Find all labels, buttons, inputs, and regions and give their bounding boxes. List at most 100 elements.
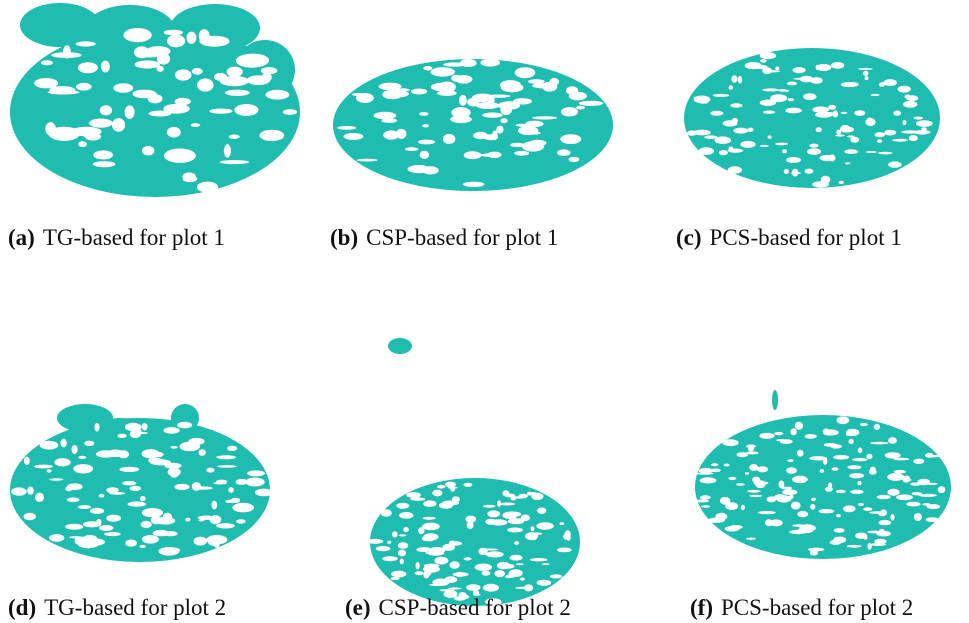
cloud-gap	[112, 118, 125, 132]
cloud-gap	[906, 502, 920, 507]
cloud-gap	[844, 149, 858, 154]
cloud-gap	[211, 501, 217, 510]
cloud-gap	[405, 147, 418, 151]
cloud-gap	[760, 59, 767, 63]
cloud-gap	[831, 62, 844, 69]
cloud-gap	[749, 495, 762, 497]
cloud-gap	[41, 60, 53, 65]
cloud-gap	[797, 450, 804, 457]
cloud-gap	[841, 112, 848, 114]
cloud-gap	[188, 438, 204, 445]
cloud-gap	[760, 52, 776, 59]
cloud-gap	[94, 423, 99, 432]
cloud-gap	[757, 466, 768, 472]
cloud-gap	[906, 95, 918, 101]
cloud-gap	[475, 564, 492, 571]
cloud-gap	[78, 456, 86, 459]
cloud-gap	[93, 150, 113, 159]
cloud-gap	[870, 543, 886, 546]
cloud-gap	[464, 557, 472, 560]
cloud-gap	[236, 519, 246, 523]
cloud-gap	[419, 112, 429, 116]
cloud-gap	[914, 117, 924, 120]
cloud-gap	[557, 548, 572, 553]
panel-caption: PCS-based for plot 2	[721, 595, 913, 620]
cloud-gap	[728, 166, 742, 174]
cloud-gap	[142, 535, 159, 544]
cloud-gap	[125, 540, 137, 547]
cloud-gap	[782, 489, 797, 495]
cloud-gap	[888, 161, 901, 167]
cloud-gap	[242, 508, 250, 512]
cloud-gap	[108, 488, 113, 494]
cloud-gap	[216, 523, 235, 528]
cloud-gap	[863, 507, 872, 511]
cloud-gap	[123, 28, 151, 42]
cloud-gap	[725, 526, 740, 531]
cloud-gap	[847, 135, 854, 137]
cloud-gap	[119, 467, 139, 472]
cloud-gap	[392, 531, 398, 537]
cloud-gap	[516, 563, 524, 565]
cloud-gap	[867, 531, 880, 534]
cloud-gap	[699, 147, 714, 155]
cloud-gap	[530, 558, 547, 561]
cloud-gap	[812, 106, 829, 112]
cloud-gap	[550, 574, 563, 578]
cloud-gap	[76, 83, 92, 91]
cloud-gap	[482, 112, 503, 117]
cloud-gap	[494, 511, 498, 517]
cloud-gap	[177, 422, 192, 429]
cloud-gap	[875, 132, 886, 137]
cloud-gap	[382, 90, 402, 99]
cloud-gap	[823, 457, 828, 464]
cloud-gap	[220, 160, 250, 164]
cloud-gap	[445, 483, 453, 486]
cloud-gap	[187, 32, 197, 44]
cloud-gap	[890, 514, 894, 521]
cloud-gap	[113, 83, 133, 93]
cloud-gap	[167, 35, 185, 48]
cloud-gap	[352, 93, 364, 96]
cloud-gap	[878, 520, 891, 525]
cloud-gap	[797, 511, 808, 517]
cloud-gap	[710, 111, 723, 116]
cloud-gap	[795, 422, 803, 430]
cloud-gap	[722, 439, 738, 446]
cloud-gap	[455, 75, 473, 84]
panel-caption: CSP-based for plot 2	[379, 595, 571, 620]
cloud-gap	[532, 116, 557, 119]
cloud-gap	[163, 547, 181, 552]
cloud-gap	[816, 127, 822, 132]
cloud-gap	[34, 78, 58, 88]
cloud-gap	[432, 490, 442, 497]
cloud-gap	[560, 522, 565, 525]
cloud-gap	[804, 169, 813, 174]
cloud-gap	[487, 152, 501, 158]
caption: (e)CSP-based for plot 2	[345, 595, 571, 620]
cloud-gap	[836, 514, 841, 517]
point-cloud	[695, 415, 951, 559]
cloud-gap	[460, 59, 477, 67]
cloud-gap	[89, 119, 113, 128]
cloud-gap	[148, 94, 163, 103]
cloud-gap	[865, 118, 875, 126]
cloud-gap	[736, 483, 745, 486]
cloud-gap	[199, 29, 210, 43]
cloud-gap	[175, 69, 192, 80]
cloud-gap	[482, 571, 491, 576]
cloud-gap	[852, 458, 868, 461]
cloud-gap	[835, 134, 845, 136]
cloud-gap	[466, 584, 480, 591]
cloud-gap	[810, 504, 815, 510]
cloud-gap	[500, 80, 521, 90]
cloud-gap	[785, 108, 802, 114]
cloud-gap	[753, 481, 768, 484]
cloud-gap	[576, 106, 585, 110]
caption: (b)CSP-based for plot 1	[330, 225, 558, 250]
cloud-gap	[209, 109, 232, 114]
cloud-gap	[850, 137, 859, 143]
cloud-gap	[437, 90, 457, 96]
cloud-gap	[914, 130, 930, 135]
cloud-gap	[759, 433, 774, 439]
